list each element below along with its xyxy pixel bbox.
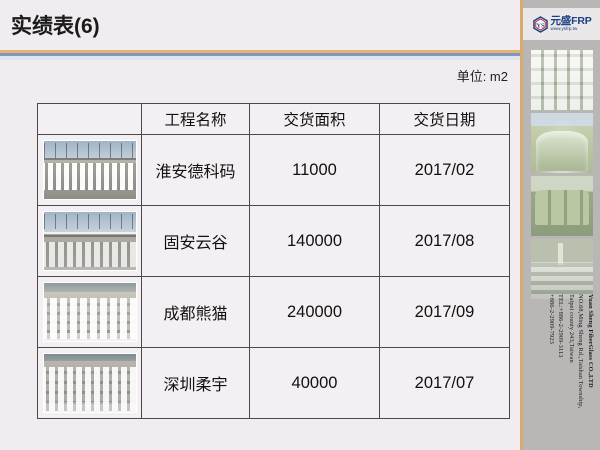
frp-ceiling-grid-photo [531, 50, 593, 110]
table-row: 淮安德科码 11000 2017/02 [37, 134, 510, 206]
cell-delivery-area: 11000 [249, 134, 380, 206]
table-row: 固安云谷 140000 2017/08 [37, 205, 510, 277]
svg-text:YS: YS [536, 22, 545, 29]
cell-delivery-area: 240000 [249, 276, 380, 348]
address-city: Taipei county 243,Taiwan [568, 294, 575, 363]
logo-url-text: www.ysfrp.tw [550, 26, 578, 32]
header-delivery-area: 交货面积 [249, 103, 380, 135]
table-row: 成都熊猫 240000 2017/09 [37, 276, 510, 348]
unit-label: 单位: m2 [456, 69, 508, 84]
sidebar-divider [520, 0, 523, 450]
header-project-name: 工程名称 [141, 103, 250, 135]
title-divider-gold [0, 50, 520, 53]
header-delivery-date: 交货日期 [379, 103, 510, 135]
header-thumbnail [37, 103, 142, 135]
frp-tank-top-photo [531, 113, 593, 173]
cell-project-name: 深圳柔宇 [141, 347, 250, 419]
cell-delivery-date: 2017/07 [379, 347, 510, 419]
row-thumbnail-cell [37, 205, 142, 277]
cell-project-name: 固安云谷 [141, 205, 250, 277]
cell-project-name: 成都熊猫 [141, 276, 250, 348]
address-company-name: Yuan Sheng FiberGlass CO.,LTD [587, 294, 594, 388]
title-divider-pale [0, 56, 520, 60]
cell-delivery-date: 2017/09 [379, 276, 510, 348]
sidebar-photo-strip [531, 50, 593, 302]
title-divider-blue [0, 53, 520, 56]
performance-table: 工程名称 交货面积 交货日期 淮安德科码 11000 2017/02 [37, 103, 510, 419]
address-phone-primary: TEL:+886-2-2909-3113 [557, 294, 564, 358]
cell-project-name: 淮安德科码 [141, 134, 250, 206]
cell-delivery-date: 2017/08 [379, 205, 510, 277]
ys-hexagon-icon: YS [532, 15, 549, 33]
cell-delivery-date: 2017/02 [379, 134, 510, 206]
row-thumbnail-cell [37, 134, 142, 206]
white-tank-array-photo [42, 282, 137, 342]
row-thumbnail-cell [37, 276, 142, 348]
cell-delivery-area: 140000 [249, 205, 380, 277]
company-address-block: Yuan Sheng FiberGlass CO.,LTD NO.68,Ming… [526, 292, 600, 442]
slide-title-bar: 实绩表(6) [0, 0, 520, 49]
cell-delivery-area: 40000 [249, 347, 380, 419]
address-phone-secondary: +886-2-2909-7923 [548, 294, 555, 344]
company-logo: YS 元盛FRP www.ysfrp.tw [523, 8, 600, 40]
white-tank-array-photo [42, 353, 137, 413]
plant-interior-floor-photo [531, 239, 593, 299]
construction-site-tanks-photo [42, 140, 137, 200]
address-street: NO.68,Ming Sheng Rd.,Taishan Township, [577, 294, 584, 409]
table-row: 深圳柔宇 40000 2017/07 [37, 347, 510, 419]
page-title: 实绩表(6) [11, 14, 100, 38]
table-header-row: 工程名称 交货面积 交货日期 [37, 103, 510, 135]
construction-site-tanks-photo [42, 211, 137, 271]
row-thumbnail-cell [37, 347, 142, 419]
logo-brand-text: 元盛FRP [550, 14, 592, 27]
green-frp-tanks-photo [531, 176, 593, 236]
brand-sidebar: YS 元盛FRP www.ysfrp.tw Yuan Sheng FiberGl… [520, 0, 600, 450]
